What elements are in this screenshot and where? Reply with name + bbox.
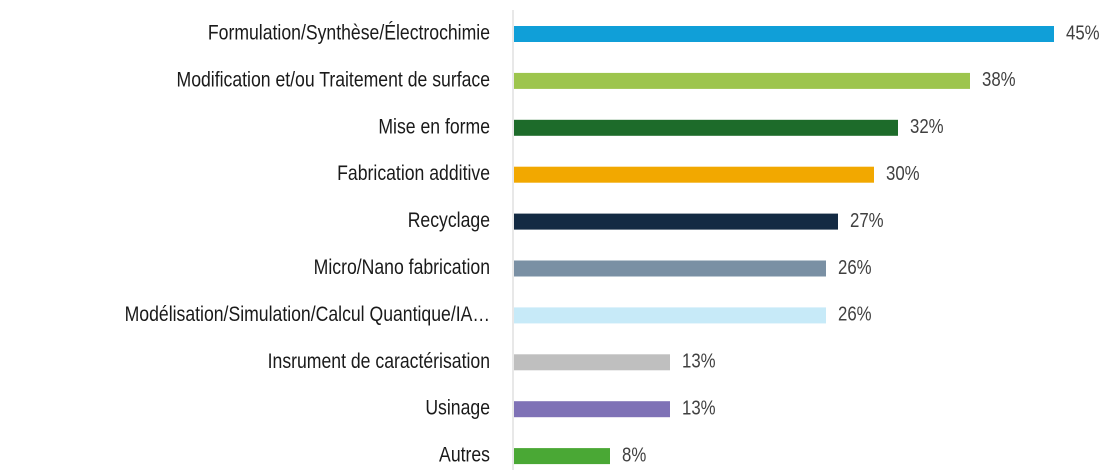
- value-label: 13%: [682, 396, 716, 419]
- category-label: Recyclage: [408, 209, 490, 233]
- value-label: 30%: [886, 162, 920, 185]
- bar: [514, 72, 970, 89]
- category-label: Micro/Nano fabrication: [314, 256, 490, 280]
- value-label: 26%: [838, 255, 872, 278]
- value-label: 27%: [850, 208, 884, 231]
- category-label: Formulation/Synthèse/Électrochimie: [208, 20, 490, 45]
- value-label: 8%: [622, 443, 646, 466]
- bar: [514, 307, 826, 324]
- bar: [514, 401, 670, 418]
- category-label: Insrument de caractérisation: [268, 349, 490, 373]
- category-label: Fabrication additive: [337, 162, 490, 186]
- bar: [514, 354, 670, 371]
- bar: [514, 448, 610, 465]
- category-label: Autres: [439, 443, 490, 467]
- value-label: 26%: [838, 302, 872, 325]
- category-label: Usinage: [425, 396, 490, 420]
- category-label: Mise en forme: [378, 115, 490, 139]
- value-label: 13%: [682, 349, 716, 372]
- bar: [514, 26, 1054, 42]
- bar: [514, 166, 874, 183]
- value-label: 32%: [910, 115, 944, 138]
- category-label: Modification et/ou Traitement de surface: [177, 68, 490, 92]
- bar: [514, 119, 898, 136]
- category-label: Modélisation/Simulation/Calcul Quantique…: [125, 303, 490, 327]
- bar: [514, 260, 826, 277]
- value-label: 38%: [982, 68, 1016, 91]
- value-label: 45%: [1066, 21, 1100, 44]
- bar: [514, 213, 838, 230]
